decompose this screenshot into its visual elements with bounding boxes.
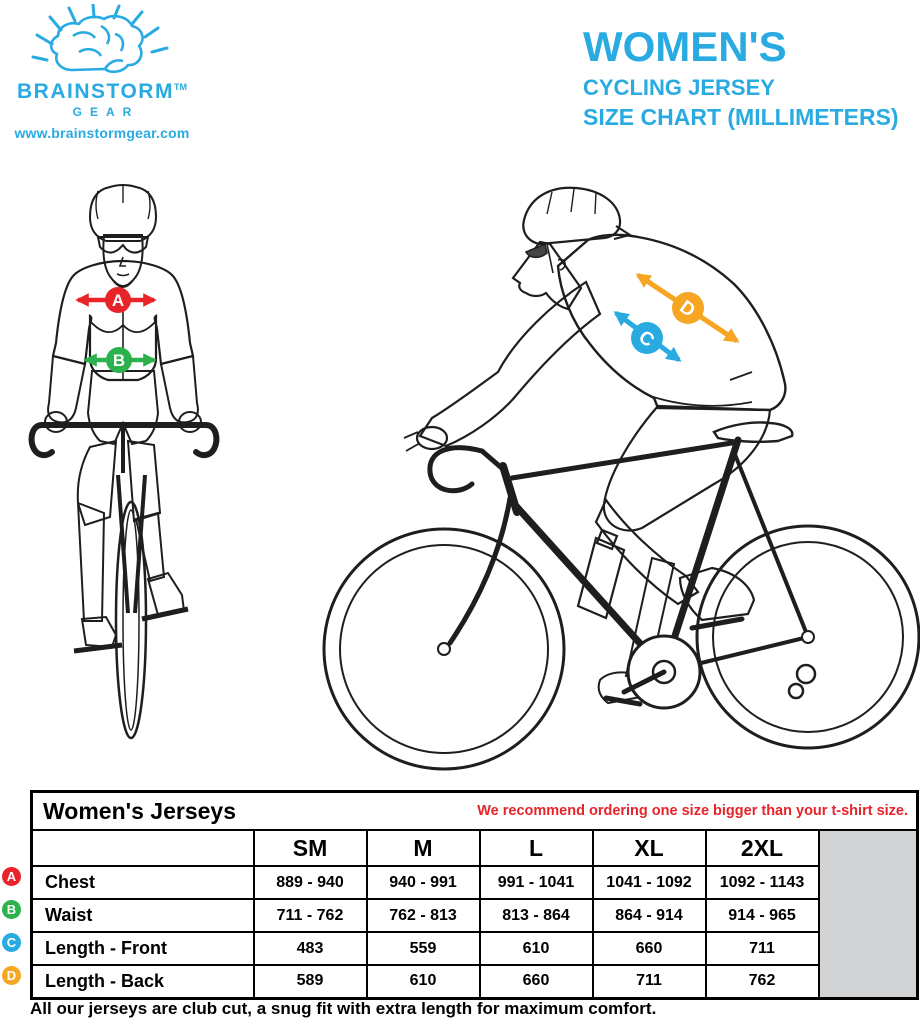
measure-arrow-a: A bbox=[75, 287, 157, 313]
waist-2xl: 914 - 965 bbox=[704, 898, 820, 933]
footer-note: All our jerseys are club cut, a snug fit… bbox=[30, 999, 657, 1018]
size-header-2xl: 2XL bbox=[704, 829, 820, 867]
trademark-symbol: TM bbox=[173, 82, 187, 92]
size-table: Women's Jerseys We recommend ordering on… bbox=[30, 790, 919, 1000]
side-view-illustration: D C bbox=[300, 180, 920, 780]
side-cyclist-jersey bbox=[556, 233, 787, 412]
length-back-sm: 589 bbox=[252, 964, 368, 999]
table-note: We recommend ordering one size bigger th… bbox=[477, 803, 908, 819]
row-label-length-back: Length - Back bbox=[30, 964, 255, 999]
side-cyclist-near-leg bbox=[594, 404, 772, 631]
length-back-xl: 711 bbox=[591, 964, 707, 999]
badge-a: A bbox=[2, 867, 21, 886]
row-label-waist: Waist bbox=[30, 898, 255, 933]
table-row-chest: Chest 889 - 940 940 - 991 991 - 1041 104… bbox=[30, 865, 918, 900]
title-line-3: SIZE CHART (MILLIMETERS) bbox=[583, 104, 899, 130]
table-row-waist: Waist 711 - 762 762 - 813 813 - 864 864 … bbox=[30, 898, 918, 933]
chest-l: 991 - 1041 bbox=[478, 865, 594, 900]
front-view-illustration: A B bbox=[28, 173, 278, 765]
measure-arrow-b: B bbox=[83, 347, 157, 373]
length-front-m: 559 bbox=[365, 931, 481, 966]
chest-xl: 1041 - 1092 bbox=[591, 865, 707, 900]
chest-2xl: 1092 - 1143 bbox=[704, 865, 820, 900]
table-title: Women's Jerseys bbox=[43, 797, 236, 824]
length-front-xl: 660 bbox=[591, 931, 707, 966]
row-label-length-front: Length - Front bbox=[30, 931, 255, 966]
length-back-l: 660 bbox=[478, 964, 594, 999]
measure-label-b: B bbox=[113, 351, 125, 370]
badge-b: B bbox=[2, 900, 21, 919]
size-header-m: M bbox=[365, 829, 481, 867]
length-back-2xl: 762 bbox=[704, 964, 820, 999]
table-gray-cell bbox=[817, 829, 919, 999]
measure-label-a: A bbox=[112, 291, 124, 310]
waist-sm: 711 - 762 bbox=[252, 898, 368, 933]
side-bike-wheels bbox=[322, 524, 920, 771]
waist-xl: 864 - 914 bbox=[591, 898, 707, 933]
website-link[interactable]: www.brainstormgear.com bbox=[14, 125, 190, 142]
size-header-sm: SM bbox=[252, 829, 368, 867]
length-front-sm: 483 bbox=[252, 931, 368, 966]
length-front-l: 610 bbox=[478, 931, 594, 966]
size-header-l: L bbox=[478, 829, 594, 867]
title-line-2: CYCLING JERSEY bbox=[583, 75, 775, 100]
chest-m: 940 - 991 bbox=[365, 865, 481, 900]
side-cyclist-head bbox=[511, 186, 633, 311]
front-cyclist-head bbox=[89, 184, 158, 289]
length-back-m: 610 bbox=[365, 964, 481, 999]
brand-wordmark: BRAINSTORMTM bbox=[17, 80, 187, 103]
measure-arrow-c: C bbox=[613, 310, 682, 363]
brand-gear-label: GEAR bbox=[72, 105, 140, 120]
size-header-blank bbox=[30, 829, 255, 867]
row-label-chest: Chest bbox=[30, 865, 255, 900]
title-line-1: WOMEN'S bbox=[583, 23, 787, 70]
size-header-xl: XL bbox=[591, 829, 707, 867]
brainstorm-logo: BRAINSTORMTM GEAR www.brainstormgear.com bbox=[10, 2, 194, 142]
side-bike-frame bbox=[427, 436, 817, 700]
front-cyclist-legs bbox=[73, 439, 189, 654]
side-cyclist-arm bbox=[403, 280, 602, 452]
side-bike-saddle bbox=[712, 421, 794, 443]
brainstorm-brain-icon bbox=[31, 2, 169, 74]
chest-sm: 889 - 940 bbox=[252, 865, 368, 900]
length-front-2xl: 711 bbox=[704, 931, 820, 966]
waist-m: 762 - 813 bbox=[365, 898, 481, 933]
table-row-length-front: Length - Front 483 559 610 660 711 bbox=[30, 931, 918, 966]
page-title: WOMEN'S CYCLING JERSEY SIZE CHART (MILLI… bbox=[583, 26, 899, 129]
front-cyclist-hands bbox=[44, 411, 202, 433]
badge-d: D bbox=[2, 966, 21, 985]
side-bike-crank bbox=[603, 634, 702, 710]
table-row-length-back: Length - Back 589 610 660 711 762 bbox=[30, 964, 918, 999]
badge-c: C bbox=[2, 933, 21, 952]
jersey-fold-lines bbox=[649, 371, 753, 407]
waist-l: 813 - 864 bbox=[478, 898, 594, 933]
